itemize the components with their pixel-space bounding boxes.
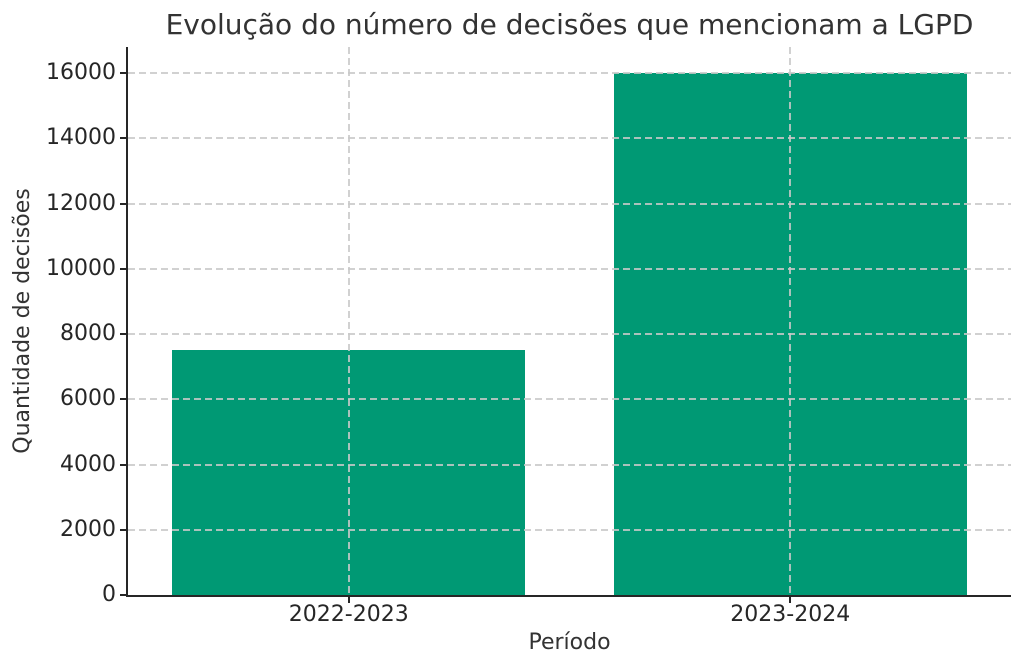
y-tick-label: 12000: [46, 190, 116, 216]
h-gridline: [128, 202, 1011, 205]
chart-title: Evolução do número de decisões que menci…: [165, 8, 974, 41]
y-tick-mark: [120, 202, 126, 205]
h-gridline: [128, 72, 1011, 75]
x-tick-mark: [789, 597, 792, 603]
y-tick-label: 2000: [60, 516, 116, 542]
y-tick-mark: [120, 528, 126, 531]
x-tick-mark: [347, 597, 350, 603]
y-tick-label: 16000: [46, 60, 116, 86]
y-axis-spine: [126, 47, 128, 597]
y-tick-mark: [120, 333, 126, 336]
y-tick-mark: [120, 594, 126, 596]
h-gridline: [128, 333, 1011, 336]
v-gridline: [789, 47, 792, 595]
y-tick-label: 6000: [60, 386, 116, 412]
h-gridline: [128, 528, 1011, 531]
h-gridline: [128, 398, 1011, 401]
x-axis-spine: [126, 595, 1011, 597]
y-tick-mark: [120, 137, 126, 140]
y-tick-label: 10000: [46, 255, 116, 281]
y-tick-label: 4000: [60, 451, 116, 477]
v-gridline: [347, 47, 350, 595]
y-tick-label: 8000: [60, 321, 116, 347]
y-tick-label: 0: [102, 582, 116, 607]
y-tick-mark: [120, 463, 126, 466]
y-tick-mark: [120, 72, 126, 75]
h-gridline: [128, 137, 1011, 140]
x-tick-label: 2023-2024: [730, 602, 851, 627]
y-tick-mark: [120, 398, 126, 401]
h-gridline: [128, 463, 1011, 466]
x-axis-label: Período: [528, 630, 611, 655]
y-tick-mark: [120, 267, 126, 270]
h-gridline: [128, 267, 1011, 270]
y-tick-label: 14000: [46, 125, 116, 151]
x-tick-label: 2022-2023: [288, 602, 409, 627]
